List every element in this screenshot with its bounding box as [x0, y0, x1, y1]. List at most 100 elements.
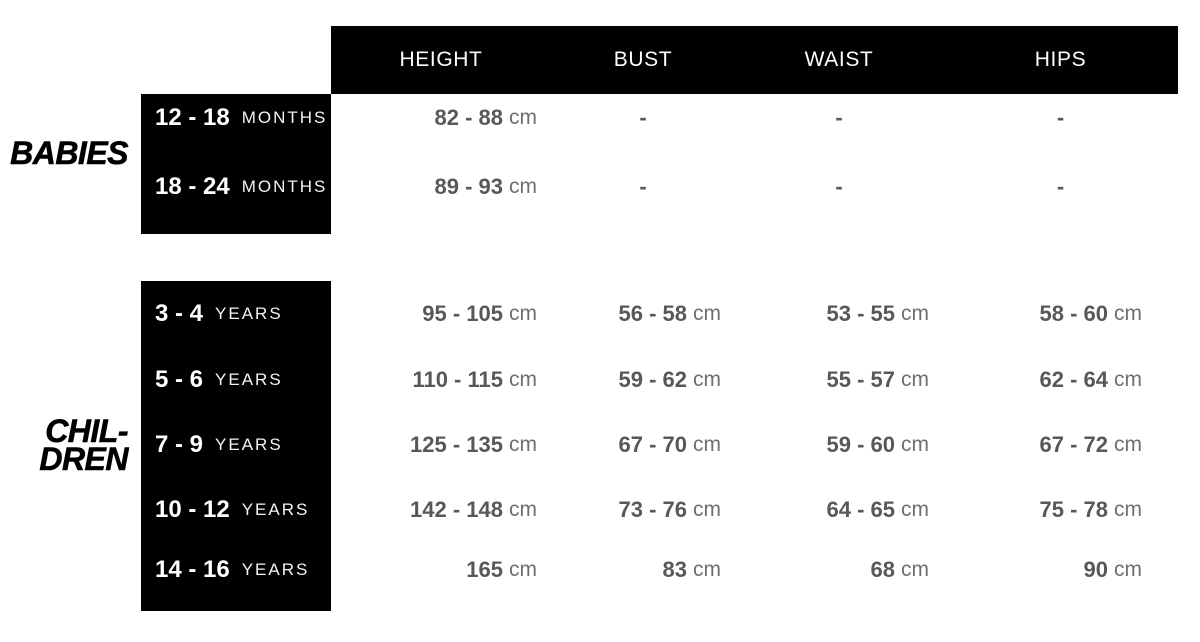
empty-dash: - [1056, 105, 1065, 130]
section-label-children: CHIL- DREN [0, 415, 129, 477]
age-range-cell: 14 - 16 YEARS [141, 546, 331, 594]
hips-value: 75 - 78 [1039, 497, 1109, 522]
unit-label: cm [901, 302, 929, 325]
column-header-hips: HIPS [1034, 48, 1087, 71]
age-range: 14 - 16 [155, 556, 230, 583]
empty-dash: - [639, 174, 647, 199]
unit-label: cm [693, 302, 721, 325]
measurement-header-bar: HEIGHT BUST WAIST HIPS [331, 26, 1178, 94]
age-unit-label: MONTHS [241, 177, 328, 196]
bust-value-cell: 83 cm [551, 546, 735, 594]
table-row: 5 - 6 YEARS 110 - 115 cm 59 - 62 cm 55 -… [141, 356, 1178, 404]
hips-value-cell: 90 cm [943, 546, 1178, 594]
age-range: 10 - 12 [155, 496, 230, 523]
height-value-cell: 125 - 135 cm [331, 421, 551, 469]
hips-empty-cell: - [943, 94, 1178, 142]
bust-value-cell: 67 - 70 cm [551, 421, 735, 469]
unit-label: cm [509, 302, 537, 325]
unit-label: cm [1114, 498, 1142, 521]
age-range-cell: 7 - 9 YEARS [141, 421, 331, 469]
table-row: 14 - 16 YEARS 165 cm 83 cm 68 cm 90 cm [141, 546, 1178, 594]
height-value: 142 - 148 [410, 497, 503, 522]
age-range-cell: 12 - 18 MONTHS [141, 94, 331, 142]
section-label-children-line2: DREN [39, 441, 129, 477]
waist-value: 55 - 57 [826, 367, 896, 392]
table-row: 12 - 18 MONTHS 82 - 88 cm - - - [141, 94, 1178, 142]
unit-label: cm [509, 175, 537, 198]
waist-empty-cell: - [735, 163, 943, 211]
bust-value: 73 - 76 [618, 497, 688, 522]
hips-empty-cell: - [943, 163, 1178, 211]
bust-value-cell: 73 - 76 cm [551, 486, 735, 534]
unit-label: cm [509, 368, 537, 391]
hips-value-cell: 75 - 78 cm [943, 486, 1178, 534]
height-value-cell: 82 - 88 cm [331, 94, 551, 142]
age-range-cell: 10 - 12 YEARS [141, 486, 331, 534]
waist-value-cell: 68 cm [735, 546, 943, 594]
hips-value: 67 - 72 [1039, 432, 1109, 457]
bust-empty-cell: - [551, 94, 735, 142]
waist-value: 59 - 60 [826, 432, 896, 457]
height-value-cell: 95 - 105 cm [331, 290, 551, 338]
hips-value-cell: 67 - 72 cm [943, 421, 1178, 469]
height-value: 95 - 105 [422, 301, 503, 326]
age-range-cell: 5 - 6 YEARS [141, 356, 331, 404]
age-range: 5 - 6 [155, 366, 204, 393]
height-value: 125 - 135 [410, 432, 503, 457]
waist-value: 64 - 65 [826, 497, 896, 522]
table-row: 7 - 9 YEARS 125 - 135 cm 67 - 70 cm 59 -… [141, 421, 1178, 469]
unit-label: cm [1114, 302, 1142, 325]
bust-value: 56 - 58 [618, 301, 688, 326]
table-row: 3 - 4 YEARS 95 - 105 cm 56 - 58 cm 53 - … [141, 290, 1178, 338]
age-unit-label: YEARS [215, 370, 283, 389]
bust-value: 67 - 70 [618, 432, 688, 457]
column-header-height: HEIGHT [399, 48, 483, 71]
column-header-waist: WAIST [804, 48, 874, 71]
empty-dash: - [835, 174, 843, 199]
unit-label: cm [509, 498, 537, 521]
babies-age-box [141, 94, 331, 234]
height-value-cell: 165 cm [331, 546, 551, 594]
empty-dash: - [639, 105, 647, 130]
unit-label: cm [1114, 368, 1142, 391]
bust-empty-cell: - [551, 163, 735, 211]
age-range: 12 - 18 [155, 104, 230, 131]
height-value-cell: 89 - 93 cm [331, 163, 551, 211]
unit-label: cm [901, 368, 929, 391]
height-value: 89 - 93 [434, 174, 504, 199]
unit-label: cm [901, 498, 929, 521]
age-unit-label: YEARS [241, 500, 310, 519]
hips-value: 58 - 60 [1039, 301, 1109, 326]
unit-label: cm [1114, 433, 1142, 456]
age-range: 3 - 4 [155, 300, 204, 327]
waist-value-cell: 64 - 65 cm [735, 486, 943, 534]
age-range: 18 - 24 [155, 173, 230, 200]
hips-value: 62 - 64 [1039, 367, 1109, 392]
bust-value-cell: 56 - 58 cm [551, 290, 735, 338]
height-value: 110 - 115 [412, 367, 503, 392]
unit-label: cm [1114, 558, 1142, 581]
age-unit-label: YEARS [241, 560, 310, 579]
unit-label: cm [901, 558, 929, 581]
section-label-babies: BABIES [10, 135, 129, 171]
height-value: 165 [466, 557, 503, 582]
age-range: 7 - 9 [155, 431, 204, 458]
waist-value-cell: 53 - 55 cm [735, 290, 943, 338]
waist-value-cell: 59 - 60 cm [735, 421, 943, 469]
waist-value: 53 - 55 [826, 301, 896, 326]
unit-label: cm [509, 106, 537, 129]
table-row: 10 - 12 YEARS 142 - 148 cm 73 - 76 cm 64… [141, 486, 1178, 534]
empty-dash: - [1056, 174, 1065, 199]
unit-label: cm [509, 558, 537, 581]
height-value-cell: 142 - 148 cm [331, 486, 551, 534]
unit-label: cm [509, 433, 537, 456]
unit-label: cm [693, 368, 721, 391]
hips-value: 90 [1083, 557, 1108, 582]
height-value-cell: 110 - 115 cm [331, 356, 551, 404]
bust-value: 83 [662, 557, 687, 582]
age-unit-label: MONTHS [241, 108, 328, 127]
column-header-bust: BUST [613, 48, 673, 71]
unit-label: cm [901, 433, 929, 456]
bust-value: 59 - 62 [618, 367, 688, 392]
